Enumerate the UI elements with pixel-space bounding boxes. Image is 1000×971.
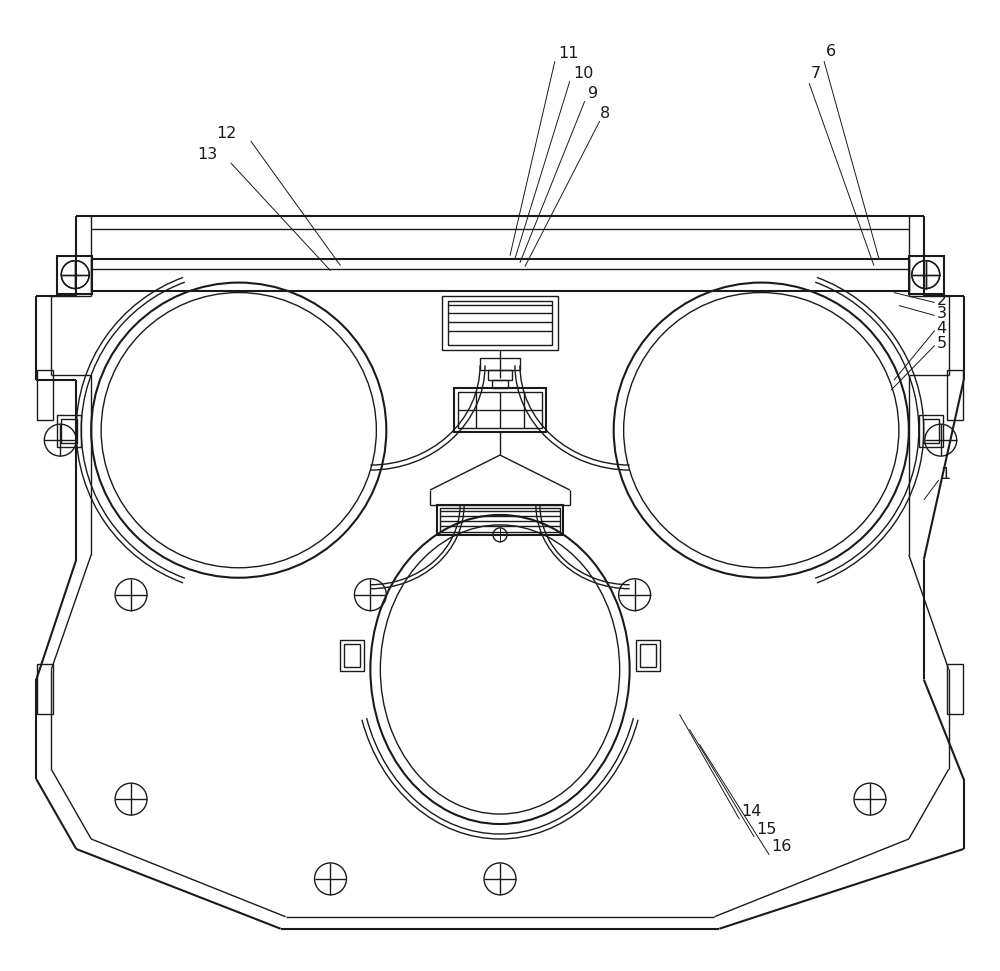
- Text: 6: 6: [826, 44, 836, 59]
- Bar: [458, 392, 542, 428]
- Bar: [636, 640, 660, 672]
- Bar: [947, 664, 963, 715]
- Text: 5: 5: [937, 336, 947, 351]
- Bar: [454, 388, 546, 432]
- Bar: [344, 644, 360, 667]
- Bar: [919, 416, 943, 447]
- Bar: [57, 255, 92, 293]
- Bar: [909, 255, 944, 293]
- Text: 16: 16: [771, 840, 792, 854]
- Text: 3: 3: [937, 306, 947, 321]
- Bar: [437, 505, 563, 535]
- Bar: [947, 370, 963, 420]
- Bar: [488, 370, 512, 381]
- Text: 15: 15: [756, 821, 777, 836]
- Bar: [37, 664, 53, 715]
- Bar: [480, 358, 520, 370]
- Bar: [440, 508, 560, 532]
- Text: 14: 14: [741, 804, 762, 819]
- Text: 1: 1: [941, 466, 951, 482]
- Text: 7: 7: [811, 66, 821, 81]
- Text: 8: 8: [600, 106, 610, 120]
- Bar: [640, 644, 656, 667]
- Bar: [37, 370, 53, 420]
- Text: 13: 13: [197, 148, 217, 162]
- Bar: [448, 301, 552, 346]
- Bar: [492, 381, 508, 388]
- Text: 9: 9: [588, 85, 598, 101]
- Text: 10: 10: [573, 66, 593, 81]
- Bar: [61, 419, 77, 443]
- Text: 11: 11: [558, 46, 578, 61]
- Bar: [923, 419, 939, 443]
- Bar: [340, 640, 364, 672]
- Text: 12: 12: [216, 125, 236, 141]
- Text: 2: 2: [937, 293, 947, 308]
- Bar: [442, 295, 558, 351]
- Bar: [57, 416, 81, 447]
- Text: 4: 4: [937, 321, 947, 336]
